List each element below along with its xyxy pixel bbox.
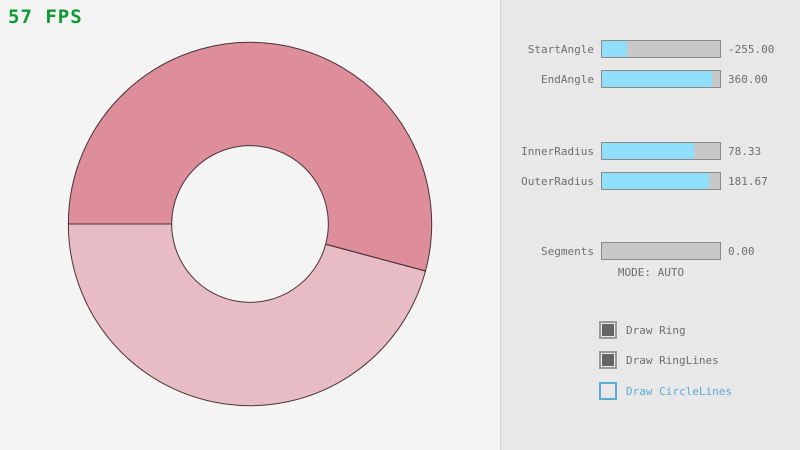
slider-label-innerradius: InnerRadius (521, 144, 594, 158)
slider-value-innerradius: 78.33 (728, 144, 762, 158)
slider-row-endangle: EndAngle 360.00 (501, 69, 800, 89)
checkbox-label-draw-ringlines: Draw RingLines (626, 353, 719, 367)
control-panel: StartAngle -255.00 EndAngle 360.00 InnerRadi… (500, 0, 800, 450)
slider-outerradius[interactable] (601, 172, 721, 190)
ring-chart (67, 41, 433, 407)
slider-value-startangle: -255.00 (728, 42, 775, 56)
checkbox-label-draw-ring: Draw Ring (626, 323, 686, 337)
slider-value-endangle: 360.00 (728, 72, 768, 86)
slider-row-startangle: StartAngle -255.00 (501, 39, 800, 59)
render-canvas: 57 FPS (8, 6, 433, 407)
slider-fill (602, 143, 695, 159)
slider-fill (602, 173, 710, 189)
slider-innerradius[interactable] (601, 142, 721, 160)
ring-slice-major (67, 41, 433, 272)
ring-slice-minor (67, 223, 426, 407)
checkbox-draw-ringlines[interactable] (599, 351, 617, 369)
slider-row-innerradius: InnerRadius 78.33 (501, 141, 800, 161)
ring-divider-line-a (325, 243, 426, 272)
slider-value-outerradius: 181.67 (728, 174, 768, 188)
checkbox-row-draw-ring[interactable]: Draw Ring (599, 320, 686, 340)
slider-label-startangle: StartAngle (527, 42, 594, 56)
checkbox-label-draw-circlelines: Draw CircleLines (626, 384, 732, 398)
slider-endangle[interactable] (601, 70, 721, 88)
checkbox-row-draw-circlelines[interactable]: Draw CircleLines (599, 381, 732, 401)
slider-startangle[interactable] (601, 40, 721, 58)
slider-row-outerradius: OuterRadius 181.67 (501, 171, 800, 191)
fps-counter: 57 FPS (8, 6, 83, 28)
slider-label-endangle: EndAngle (541, 72, 594, 86)
slider-fill (602, 71, 712, 87)
slider-label-outerradius: OuterRadius (521, 174, 594, 188)
slider-fill (602, 41, 627, 57)
slider-label-segments: Segments (541, 244, 594, 258)
mode-label: MODE: AUTO (617, 266, 685, 279)
checkbox-draw-circlelines[interactable] (599, 382, 617, 400)
checkbox-row-draw-ringlines[interactable]: Draw RingLines (599, 350, 719, 370)
slider-value-segments: 0.00 (728, 244, 755, 258)
slider-segments[interactable] (601, 242, 721, 260)
slider-row-segments: Segments 0.00 (501, 241, 800, 261)
checkbox-draw-ring[interactable] (599, 321, 617, 339)
